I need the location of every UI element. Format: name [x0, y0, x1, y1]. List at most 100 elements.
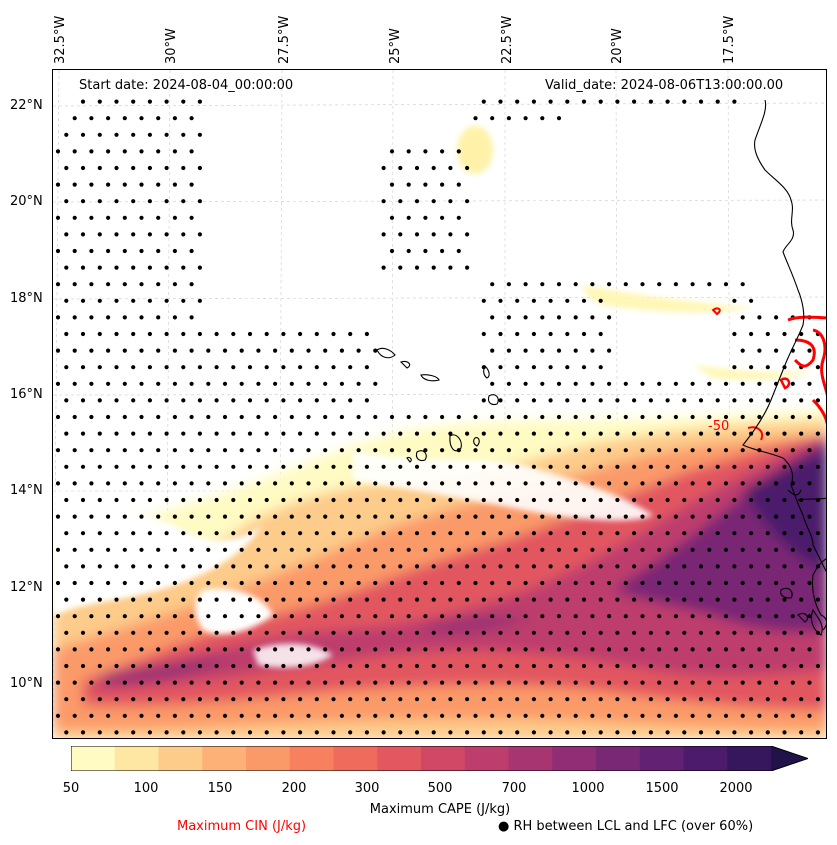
rh-dot	[189, 248, 194, 254]
rh-dot	[298, 331, 303, 337]
rh-dot	[106, 149, 111, 154]
rh-dot	[281, 630, 286, 635]
rh-dot	[632, 398, 637, 403]
rh-dot	[590, 282, 595, 287]
rh-dot	[523, 348, 528, 353]
rh-dot	[498, 663, 503, 669]
rh-dot	[181, 630, 186, 635]
rh-dot	[799, 663, 804, 669]
rh-dot	[540, 547, 545, 552]
rh-dot	[147, 265, 152, 270]
rh-dot	[289, 647, 294, 652]
rh-dot	[80, 331, 86, 337]
map-canvas: -50	[53, 70, 826, 738]
rh-dot	[431, 630, 436, 635]
rh-dot	[256, 448, 261, 453]
rh-dot	[131, 597, 136, 602]
rh-dot	[423, 414, 428, 420]
rh-dot	[306, 448, 311, 453]
rh-dot	[481, 630, 486, 635]
rh-dot	[106, 614, 111, 619]
rh-dot	[214, 331, 219, 337]
rh-dot	[189, 448, 194, 453]
rh-dot	[356, 680, 361, 685]
rh-dot	[715, 564, 720, 569]
rh-dot	[197, 730, 202, 735]
rh-dot	[740, 614, 745, 619]
rh-dot	[548, 99, 553, 104]
rh-dot	[106, 647, 111, 652]
rh-dot	[782, 398, 787, 403]
rh-dot	[765, 730, 770, 735]
rh-dot	[556, 680, 562, 685]
rh-dot	[122, 647, 127, 652]
rh-dot	[239, 713, 244, 718]
rh-dot	[172, 647, 177, 652]
rh-dot	[414, 730, 420, 735]
rh-dot	[239, 547, 244, 552]
rh-dot	[673, 647, 679, 652]
rh-dot	[456, 414, 461, 420]
rh-dot	[147, 165, 152, 171]
rh-dot	[406, 248, 411, 254]
rh-dot	[490, 647, 495, 652]
colorbar-tick: 50	[62, 781, 80, 796]
rh-dot	[515, 99, 520, 104]
rh-dot	[698, 398, 704, 403]
rh-dot	[231, 697, 236, 702]
rh-dot	[581, 730, 587, 735]
rh-dot	[289, 547, 294, 552]
rh-dot	[55, 149, 61, 154]
rh-dot	[97, 265, 102, 270]
rh-dot	[740, 481, 745, 486]
rh-dot	[231, 497, 236, 503]
rh-dot	[122, 315, 127, 320]
rh-dot	[799, 730, 804, 735]
rh-dot	[431, 232, 436, 237]
rh-dot	[289, 481, 294, 486]
rh-dot	[289, 381, 294, 386]
rh-dot	[131, 630, 136, 635]
rh-dot	[648, 597, 654, 602]
rh-dot	[364, 697, 369, 702]
rh-dot	[264, 597, 269, 602]
rh-dot	[97, 564, 102, 569]
rh-dot	[373, 481, 378, 486]
rh-dot	[540, 116, 545, 121]
rh-dot	[197, 331, 202, 337]
rh-dot	[181, 697, 186, 702]
rh-dot	[523, 580, 528, 586]
rh-dot	[665, 597, 670, 602]
rh-dot	[114, 265, 119, 270]
rh-dot	[80, 597, 86, 602]
rh-dot	[214, 497, 219, 503]
rh-dot	[206, 614, 211, 619]
rh-dot	[389, 514, 395, 519]
rh-dot	[573, 580, 578, 586]
rh-dot	[231, 564, 236, 569]
rh-dot	[239, 448, 244, 453]
rh-dot	[715, 531, 720, 536]
rh-dot	[465, 597, 470, 602]
rh-dot	[114, 331, 119, 337]
rh-dot	[531, 431, 536, 436]
rh-dot	[72, 248, 77, 254]
rh-dot	[698, 663, 704, 669]
rh-dot	[197, 564, 202, 569]
rh-dot	[481, 464, 486, 469]
rh-dot	[707, 448, 712, 453]
rh-dot	[256, 614, 261, 619]
cape-north-patches	[457, 126, 813, 380]
rh-dot	[89, 448, 94, 453]
rh-dot	[64, 298, 69, 303]
rh-dot	[590, 713, 595, 718]
rh-dot	[590, 315, 595, 320]
rh-dot	[615, 497, 620, 503]
colorbar-tick: 100	[133, 781, 159, 796]
rh-dot	[423, 514, 428, 519]
rh-dot	[414, 663, 420, 669]
rh-dot	[172, 182, 177, 187]
rh-dot	[481, 697, 486, 702]
cape-colorbar	[71, 746, 808, 771]
rh-dot	[473, 614, 478, 619]
